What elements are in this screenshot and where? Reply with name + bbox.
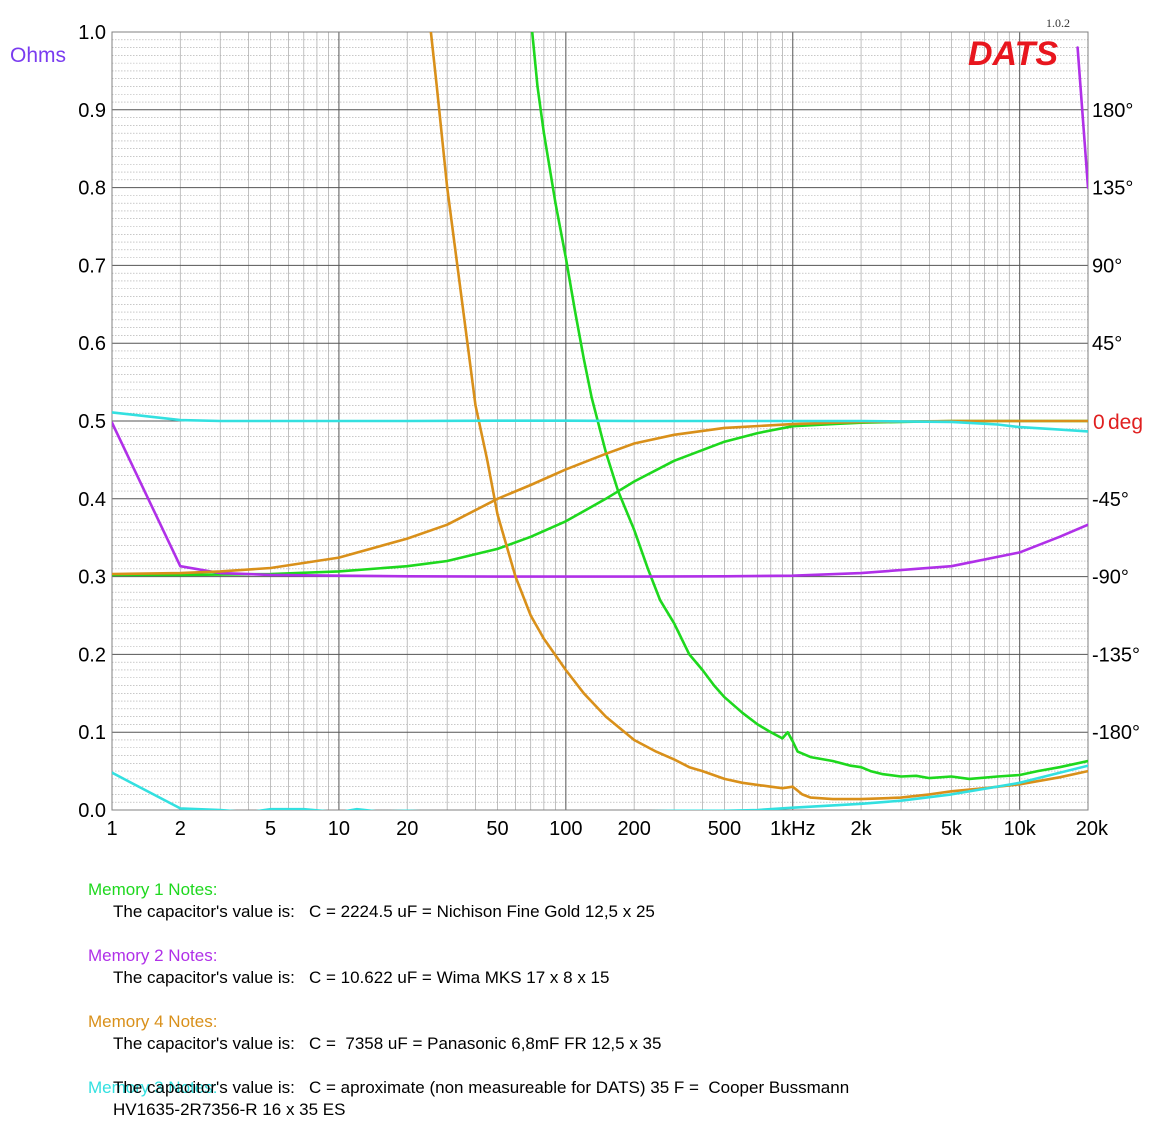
y-right-tick-label: -45° [1092, 489, 1129, 511]
y-right-tick-label: -90° [1092, 567, 1129, 589]
x-tick-label: 2k [851, 818, 873, 840]
x-tick-label: 1kHz [770, 818, 816, 840]
y-right-unit-label: deg [1108, 411, 1143, 434]
x-tick-label: 20 [396, 818, 418, 840]
x-tick-label: 5k [941, 818, 963, 840]
y-right-tick-label: 45° [1092, 333, 1122, 355]
series-memory-2-impedance [1076, 46, 1088, 189]
right-axis-ticks: 180° 135° 90° 45° -45° -90° -135° -180° [1092, 100, 1140, 744]
memory-1-notes-title: Memory 1 Notes: [88, 880, 218, 899]
memory-1-notes: Memory 1 Notes: The capacitor's value is… [88, 879, 655, 923]
y-left-unit-label: Ohms [10, 44, 66, 67]
memory-3-notes-text-continued: HV1635-2R7356-R 16 x 35 ES [113, 1100, 346, 1119]
memory-2-notes: Memory 2 Notes: The capacitor's value is… [88, 945, 609, 989]
x-tick-label: 1 [106, 818, 117, 840]
series-memory-2-phase [112, 421, 1088, 578]
y-left-tick-label: 1.0 [78, 22, 106, 44]
y-left-tick-label: 0.6 [78, 333, 106, 355]
y-right-tick-label: -135° [1092, 644, 1140, 666]
y-left-tick-label: 0.7 [78, 255, 106, 277]
memory-3-notes-title: Memory 3 Notes: [88, 1078, 218, 1097]
memory-1-notes-text: The capacitor's value is: C = 2224.5 uF … [113, 902, 655, 921]
memory-4-notes-text: The capacitor's value is: C = 7358 uF = … [113, 1034, 662, 1053]
series-memory-1-impedance [530, 32, 1088, 781]
x-tick-label: 500 [708, 818, 741, 840]
y-left-tick-label: 0.5 [78, 411, 106, 433]
memory-2-notes-title: Memory 2 Notes: [88, 946, 218, 965]
y-left-tick-label: 0.8 [78, 178, 106, 200]
series-memory-3-impedance [112, 764, 1088, 810]
memory-3-notes-text: The capacitor's value is: C = aproximate… [113, 1078, 850, 1097]
y-right-tick-label: 90° [1092, 255, 1122, 277]
y-left-tick-label: 0.0 [78, 800, 106, 822]
x-tick-label: 50 [486, 818, 508, 840]
y-left-tick-label: 0.4 [78, 489, 106, 511]
x-tick-label: 100 [549, 818, 582, 840]
left-axis-ticks: 0.0 0.1 0.2 0.3 0.4 0.5 0.6 0.7 0.8 0.9 1.0 [78, 22, 106, 822]
series-memory-3-phase [112, 411, 1088, 433]
version-label: 1.0.2 [1046, 16, 1070, 30]
series-memory-4-impedance [429, 32, 1088, 801]
x-tick-label: 200 [617, 818, 650, 840]
y-left-tick-label: 0.9 [78, 100, 106, 122]
y-right-tick-label: 180° [1092, 100, 1133, 122]
x-tick-label: 20k [1076, 818, 1109, 840]
y-left-tick-label: 0.1 [78, 722, 106, 744]
x-tick-label: 10k [1004, 818, 1037, 840]
y-left-tick-label: 0.2 [78, 644, 106, 666]
x-tick-label: 2 [175, 818, 186, 840]
series-layer [112, 32, 1088, 810]
x-axis-ticks: 1 2 5 10 20 50 100 200 500 1kHz 2k 5k 10k 20k [106, 818, 1109, 840]
memory-2-notes-text: The capacitor's value is: C = 10.622 uF … [113, 968, 610, 987]
x-tick-label: 10 [328, 818, 350, 840]
dats-logo: DATS [968, 35, 1058, 73]
y-right-zero-label: 0 [1093, 411, 1105, 434]
memory-4-notes-title: Memory 4 Notes: [88, 1012, 218, 1031]
y-right-tick-label: -180° [1092, 722, 1140, 744]
impedance-phase-chart: 0.0 0.1 0.2 0.3 0.4 0.5 0.6 0.7 0.8 0.9 1.0 180° 13… [10, 16, 1143, 840]
memory-4-notes: Memory 4 Notes: The capacitor's value is… [88, 1011, 661, 1055]
x-tick-label: 5 [265, 818, 276, 840]
y-right-tick-label: 135° [1092, 178, 1133, 200]
y-left-tick-label: 0.3 [78, 567, 106, 589]
